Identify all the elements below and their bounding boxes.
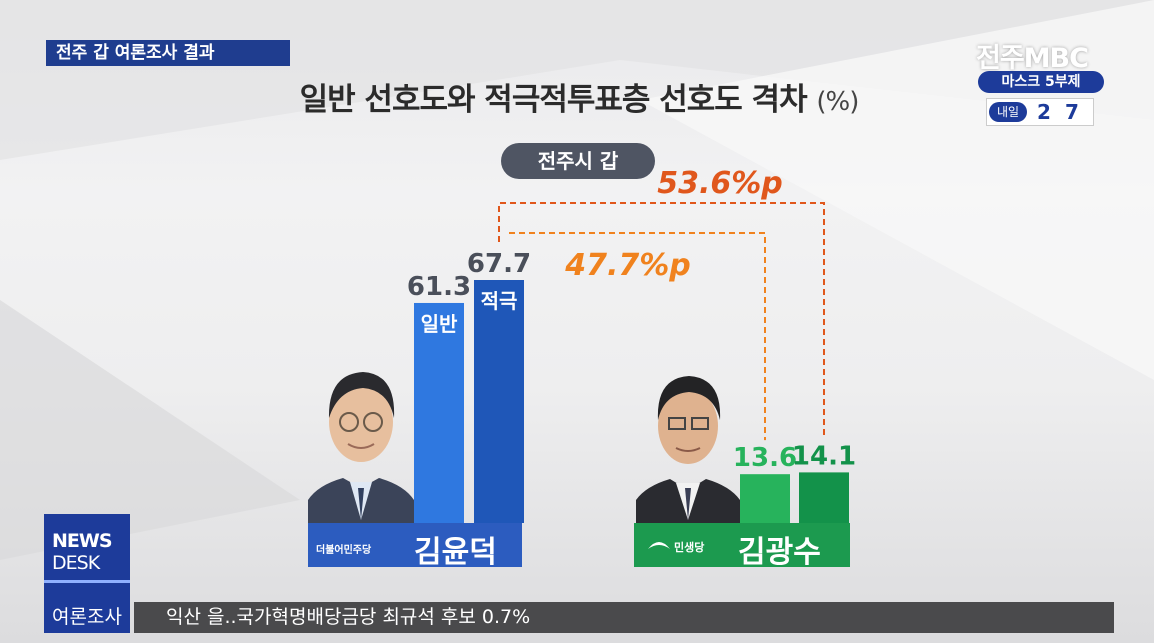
ticker-text: 익산 을..국가혁명배당금당 최규석 후보 0.7% <box>134 602 1114 633</box>
series-label: 일반 <box>421 312 458 336</box>
bar-2-active <box>799 472 849 523</box>
newsdesk-line2: DESK <box>52 552 100 574</box>
ticker-label: 여론조사 <box>44 602 130 633</box>
title-text: 일반 선호도와 적극적투표층 선호도 격차 <box>299 82 808 118</box>
newsdesk-stripe <box>44 580 130 583</box>
tomorrow-box: 내일 2 7 <box>986 98 1094 126</box>
party-label: 더불어민주당 <box>316 545 372 556</box>
data-label: 67.7 <box>467 249 531 279</box>
gap-connector-47 <box>509 232 766 441</box>
bar-1-active <box>474 280 524 523</box>
broadcaster-logo: 전주MBC <box>976 43 1089 74</box>
region-label: 전주시 갑 <box>501 143 655 179</box>
tomorrow-digit-2: 7 <box>1065 100 1079 124</box>
series-label: 적극 <box>481 289 518 313</box>
bar-2-general <box>740 474 790 523</box>
tomorrow-label: 내일 <box>989 102 1027 122</box>
candidate-namebar-2: 민생당 김광수 <box>634 523 850 570</box>
party-logo-icon <box>648 542 670 549</box>
party-label: 민생당 <box>674 541 705 554</box>
newsdesk-logo: NEWS DESK <box>44 514 130 602</box>
gap-label-53: 53.6%p <box>657 166 783 201</box>
chart-title: 일반 선호도와 적극적투표층 선호도 격차 (%) <box>234 78 924 122</box>
newsdesk-line1: NEWS <box>52 530 113 552</box>
tomorrow-digit-1: 2 <box>1037 100 1051 124</box>
title-unit: (%) <box>816 87 859 117</box>
gap-label-47: 47.7%p <box>564 248 691 283</box>
candidate-namebar-1: 더불어민주당 김윤덕 <box>308 523 522 570</box>
topic-label: 전주 갑 여론조사 결과 <box>46 40 290 66</box>
candidate-name: 김광수 <box>738 535 821 570</box>
candidate-photo-kim-kwang-su <box>636 376 740 525</box>
candidate-photo-kim-yoon-duck <box>308 372 414 525</box>
data-label: 14.1 <box>792 441 856 471</box>
gap-connector-53 <box>498 202 825 439</box>
bar-1-general <box>414 302 464 523</box>
candidate-name: 김윤덕 <box>414 535 497 570</box>
data-label: 13.6 <box>733 443 797 473</box>
data-label: 61.3 <box>407 272 471 302</box>
mask-notice: 마스크 5부제 <box>978 71 1104 93</box>
